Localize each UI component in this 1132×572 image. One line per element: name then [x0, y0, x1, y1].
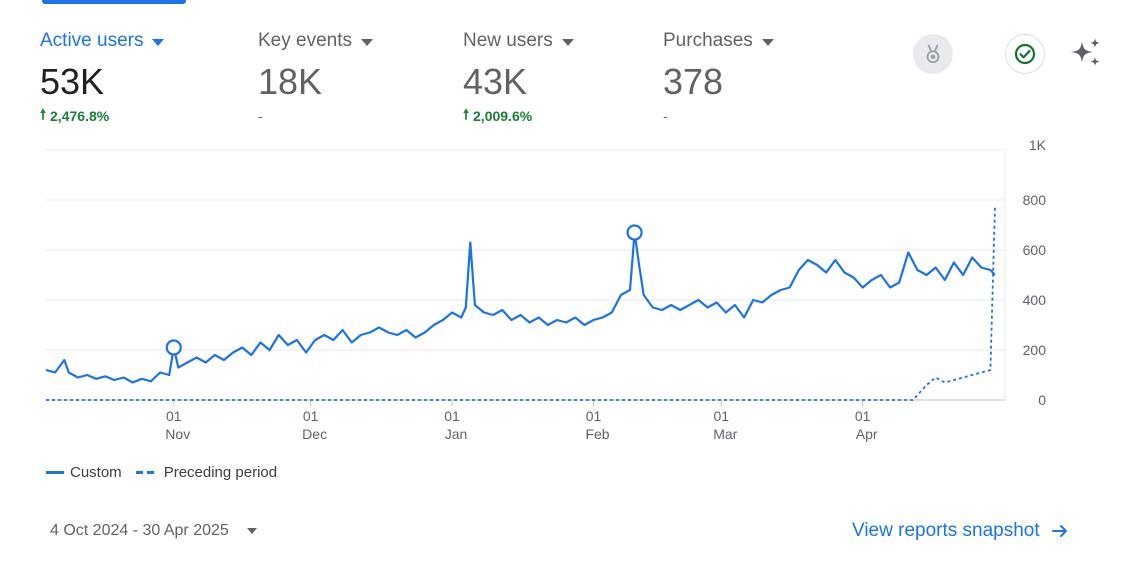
x-tick-day: 01	[586, 408, 602, 424]
series-line-preceding-period	[46, 204, 996, 401]
metric-change: 🠕 2,009.6%	[463, 106, 574, 124]
x-tick-day: 01	[166, 408, 182, 424]
y-tick-label: 0	[1038, 392, 1046, 408]
y-tick-label: 400	[1023, 292, 1047, 308]
metric-label[interactable]: New users	[463, 30, 574, 52]
legend-label-custom: Custom	[70, 464, 122, 481]
view-reports-snapshot-link[interactable]: View reports snapshot	[852, 520, 1070, 542]
active-tab-indicator	[42, 0, 186, 4]
series-line-custom	[45, 231, 996, 384]
arrow-up-icon: 🠕	[40, 106, 47, 122]
x-tick-day: 01	[444, 408, 460, 424]
arrow-up-icon: 🠕	[463, 106, 470, 122]
arrow-right-icon	[1051, 525, 1067, 537]
highlighted-point	[165, 339, 182, 356]
metric-label-text: Purchases	[663, 30, 753, 51]
caret-down-icon	[561, 38, 574, 46]
metric-label[interactable]: Key events	[258, 30, 373, 52]
metric-label[interactable]: Active users	[40, 30, 165, 52]
x-tick-day: 01	[303, 408, 319, 424]
metric-value: 18K	[258, 61, 323, 102]
y-tick-label: 600	[1023, 242, 1047, 258]
metric-change: -	[258, 108, 373, 124]
sparkle-icon[interactable]	[1066, 34, 1106, 74]
metric-card-purchases[interactable]: Purchases 378 -	[663, 30, 774, 124]
metric-label[interactable]: Purchases	[663, 30, 774, 52]
x-tick-month: Dec	[302, 426, 327, 442]
caret-down-icon	[361, 38, 373, 46]
check-circle-icon[interactable]	[1005, 34, 1045, 74]
x-tick-month: Jan	[445, 426, 468, 442]
snapshot-link-text: View reports snapshot	[852, 520, 1040, 541]
legend-item-custom: Custom	[46, 464, 122, 481]
metric-card-new-users[interactable]: New users 43K 🠕 2,009.6%	[463, 30, 574, 124]
legend-item-preceding: Preceding period	[135, 464, 278, 481]
metric-card-key-events[interactable]: Key events 18K -	[258, 30, 373, 124]
x-tick-month: Nov	[165, 426, 190, 442]
x-tick-month: Apr	[856, 426, 878, 442]
metric-card-active-users[interactable]: Active users 53K 🠕 2,476.8%	[40, 30, 165, 124]
caret-down-icon	[761, 38, 774, 46]
metric-label-text: Active users	[40, 30, 144, 51]
x-tick-month: Mar	[713, 426, 737, 442]
metric-change-text: -	[663, 108, 668, 124]
legend-solid-line-icon	[46, 471, 64, 474]
y-tick-label: 1K	[1029, 140, 1047, 153]
metric-change: 🠕 2,476.8%	[40, 106, 164, 124]
metric-label-text: New users	[463, 30, 553, 51]
chart-legend: Custom Preceding period	[46, 464, 291, 481]
metric-value: 43K	[463, 61, 528, 102]
metric-change: -	[663, 108, 774, 124]
legend-label-preceding: Preceding period	[163, 464, 278, 481]
legend-dashed-line-icon	[135, 471, 158, 474]
y-tick-label: 800	[1023, 192, 1047, 208]
metric-change-text: -	[258, 108, 263, 124]
x-tick-day: 01	[855, 408, 871, 424]
date-range-selector[interactable]: 4 Oct 2024 - 30 Apr 2025	[50, 522, 257, 540]
x-tick-month: Feb	[585, 426, 609, 442]
caret-down-icon	[246, 528, 257, 534]
caret-down-icon	[152, 38, 165, 46]
x-tick-day: 01	[713, 408, 729, 424]
metric-change-text: 2,476.8%	[50, 108, 110, 124]
active-users-line-chart[interactable]: 0 200 400 600 800 1K 01 Nov 01 Dec 01 Jan 01 Feb 01 Mar…	[0, 140, 1132, 450]
metric-value: 53K	[40, 61, 105, 102]
metric-value: 378	[663, 61, 724, 102]
medal-badge-icon[interactable]	[913, 34, 953, 74]
date-range-text: 4 Oct 2024 - 30 Apr 2025	[50, 522, 229, 539]
y-tick-label: 200	[1023, 342, 1047, 358]
metric-change-text: 2,009.6%	[473, 108, 533, 124]
highlighted-point	[626, 224, 643, 241]
metric-label-text: Key events	[258, 30, 352, 51]
